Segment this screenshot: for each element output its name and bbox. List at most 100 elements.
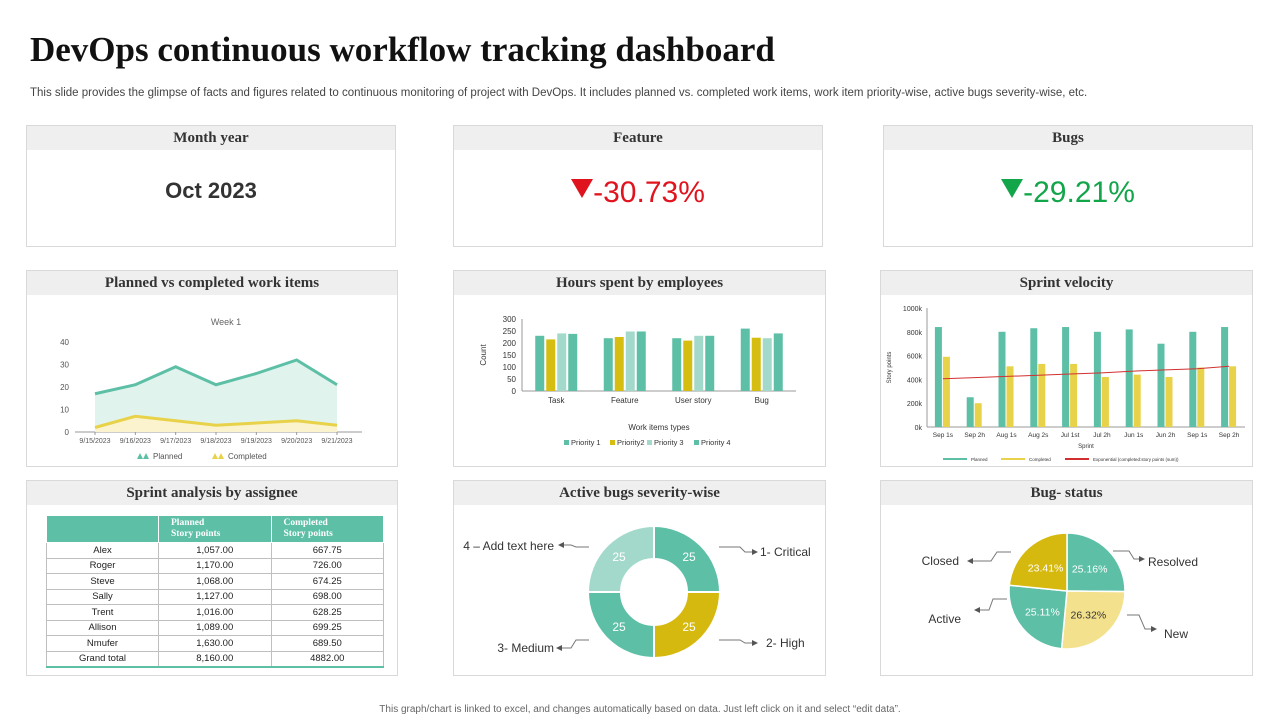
y-tick-label: 0 xyxy=(65,428,70,437)
y-tick-label: 100 xyxy=(503,363,517,372)
bar-user-story xyxy=(672,338,682,391)
callout-line xyxy=(973,551,1011,562)
x-tick-label: Jun 2h xyxy=(1156,432,1176,439)
sprint-analysis-panel: Sprint analysis by assignee Planned Stor… xyxy=(26,480,398,676)
completed-cell: 698.00 xyxy=(270,588,384,605)
bar-completed xyxy=(1006,366,1014,427)
bar-feature xyxy=(625,331,635,391)
y-tick-label: 50 xyxy=(507,375,516,384)
arrow-icon xyxy=(967,558,973,564)
x-axis-label: Work items types xyxy=(628,423,689,432)
x-tick-label: Bug xyxy=(755,396,769,405)
legend-label: Priority 1 xyxy=(571,438,601,447)
x-tick-label: Sep 2h xyxy=(1219,432,1240,439)
bar-bug xyxy=(773,333,783,391)
completed-cell: 689.50 xyxy=(270,635,384,652)
callout-line xyxy=(719,639,752,644)
pie-value-label: 23.41% xyxy=(1028,562,1064,574)
legend-label: Planned xyxy=(153,452,182,461)
x-tick-label: 9/19/2023 xyxy=(241,438,272,445)
bar-task xyxy=(557,333,567,391)
bar-user-story xyxy=(683,340,693,391)
table-row: Steve 1,068.00 674.25 xyxy=(46,573,384,590)
y-tick-label: 150 xyxy=(503,351,517,360)
bar-task xyxy=(535,335,545,391)
arrow-icon xyxy=(1151,626,1157,632)
legend-marker xyxy=(647,440,652,445)
legend-label: Exponential (completed:story points (sum… xyxy=(1093,457,1179,462)
bar-completed xyxy=(1165,377,1173,427)
bar-planned xyxy=(966,397,974,427)
page-subtitle: This slide provides the glimpse of facts… xyxy=(30,87,1088,99)
planned-cell: 8,160.00 xyxy=(158,650,272,668)
legend-label: Completed xyxy=(1029,457,1051,462)
x-tick-label: Sep 1s xyxy=(1187,432,1208,439)
arrow-icon xyxy=(974,607,980,613)
assignee-cell: Alex xyxy=(46,542,159,559)
bar-feature xyxy=(603,338,613,391)
planned-cell: 1,089.00 xyxy=(158,619,272,636)
legend-label: Planned xyxy=(971,457,988,462)
pie-value-label: 25.16% xyxy=(1072,564,1108,576)
callout-line xyxy=(562,639,589,649)
bug-status-chart: 25.16% 26.32% 25.11% 23.41% Resolved New Activ… xyxy=(922,532,1198,650)
table-row: Alex 1,057.00 667.75 xyxy=(46,542,384,559)
bar-planned xyxy=(1030,328,1038,427)
x-tick-label: Sep 1s xyxy=(933,432,954,439)
assignee-cell: Allison xyxy=(46,619,159,636)
pie-value-label: 25.11% xyxy=(1025,606,1060,618)
planned-vs-completed-heading: Planned vs completed work items xyxy=(27,271,397,295)
legend-label: Priority2 xyxy=(617,438,645,447)
assignee-cell: Trent xyxy=(46,604,159,621)
y-tick-label: 250 xyxy=(503,327,517,336)
donut-slice xyxy=(586,591,655,660)
y-tick-label: 1000k xyxy=(903,306,923,313)
donut-slice xyxy=(653,524,722,593)
x-tick-label: 9/16/2023 xyxy=(120,438,151,445)
y-tick-label: 600k xyxy=(907,354,923,361)
table-row: Nmufer 1,630.00 689.50 xyxy=(46,635,384,652)
callout-line xyxy=(1127,614,1151,630)
bar-completed xyxy=(1229,366,1237,427)
bar-completed xyxy=(1070,363,1078,427)
hours-spent-heading: Hours spent by employees xyxy=(454,271,825,295)
legend-marker xyxy=(564,440,569,445)
arrow-icon xyxy=(1139,556,1145,562)
bar-planned xyxy=(1062,327,1070,427)
bugs-heading: Bugs xyxy=(884,126,1252,150)
bug-status-heading: Bug- status xyxy=(881,481,1252,505)
bar-feature xyxy=(636,331,646,391)
x-tick-label: 9/20/2023 xyxy=(281,438,312,445)
sprint-velocity-chart: 0k 200k 400k 600k 800k 1000k Story points Sep 1… xyxy=(887,306,1245,462)
donut-value-label: 25 xyxy=(612,550,626,564)
bar-completed xyxy=(1101,377,1109,427)
assignee-cell: Steve xyxy=(46,573,159,590)
bar-completed xyxy=(974,403,982,427)
bar-completed xyxy=(1038,363,1046,427)
y-tick-label: 200 xyxy=(503,339,517,348)
completed-cell: 699.25 xyxy=(270,619,384,636)
y-tick-label: 20 xyxy=(60,383,69,392)
line-planned xyxy=(94,358,338,396)
legend-marker xyxy=(610,440,615,445)
arrow-icon xyxy=(556,645,562,651)
bar-planned xyxy=(1189,331,1197,427)
month-year-heading: Month year xyxy=(27,126,395,150)
bar-user-story xyxy=(705,335,715,391)
month-year-value: Oct 2023 xyxy=(165,178,257,203)
slice-label: New xyxy=(1164,627,1188,641)
bar-completed xyxy=(942,356,950,427)
bug-status-panel: Bug- status 25.16% 26.32% 25.11% 23.41% Reso… xyxy=(880,480,1253,676)
bar-planned xyxy=(934,327,942,427)
sprint-analysis-heading: Sprint analysis by assignee xyxy=(27,481,397,505)
x-tick-label: Sep 2h xyxy=(964,432,985,439)
x-tick-label: Aug 2s xyxy=(1028,432,1049,439)
bar-planned xyxy=(1125,329,1133,427)
callout-line xyxy=(564,544,589,548)
table-header-planned: Planned Story points xyxy=(158,515,272,543)
slice-label: Resolved xyxy=(1148,555,1198,569)
planned-vs-completed-panel: Planned vs completed work items Week 1 0 1… xyxy=(26,270,398,467)
x-tick-label: Feature xyxy=(611,396,639,405)
bar-bug xyxy=(751,337,761,391)
bugs-kpi: -29.21% xyxy=(884,176,1252,210)
